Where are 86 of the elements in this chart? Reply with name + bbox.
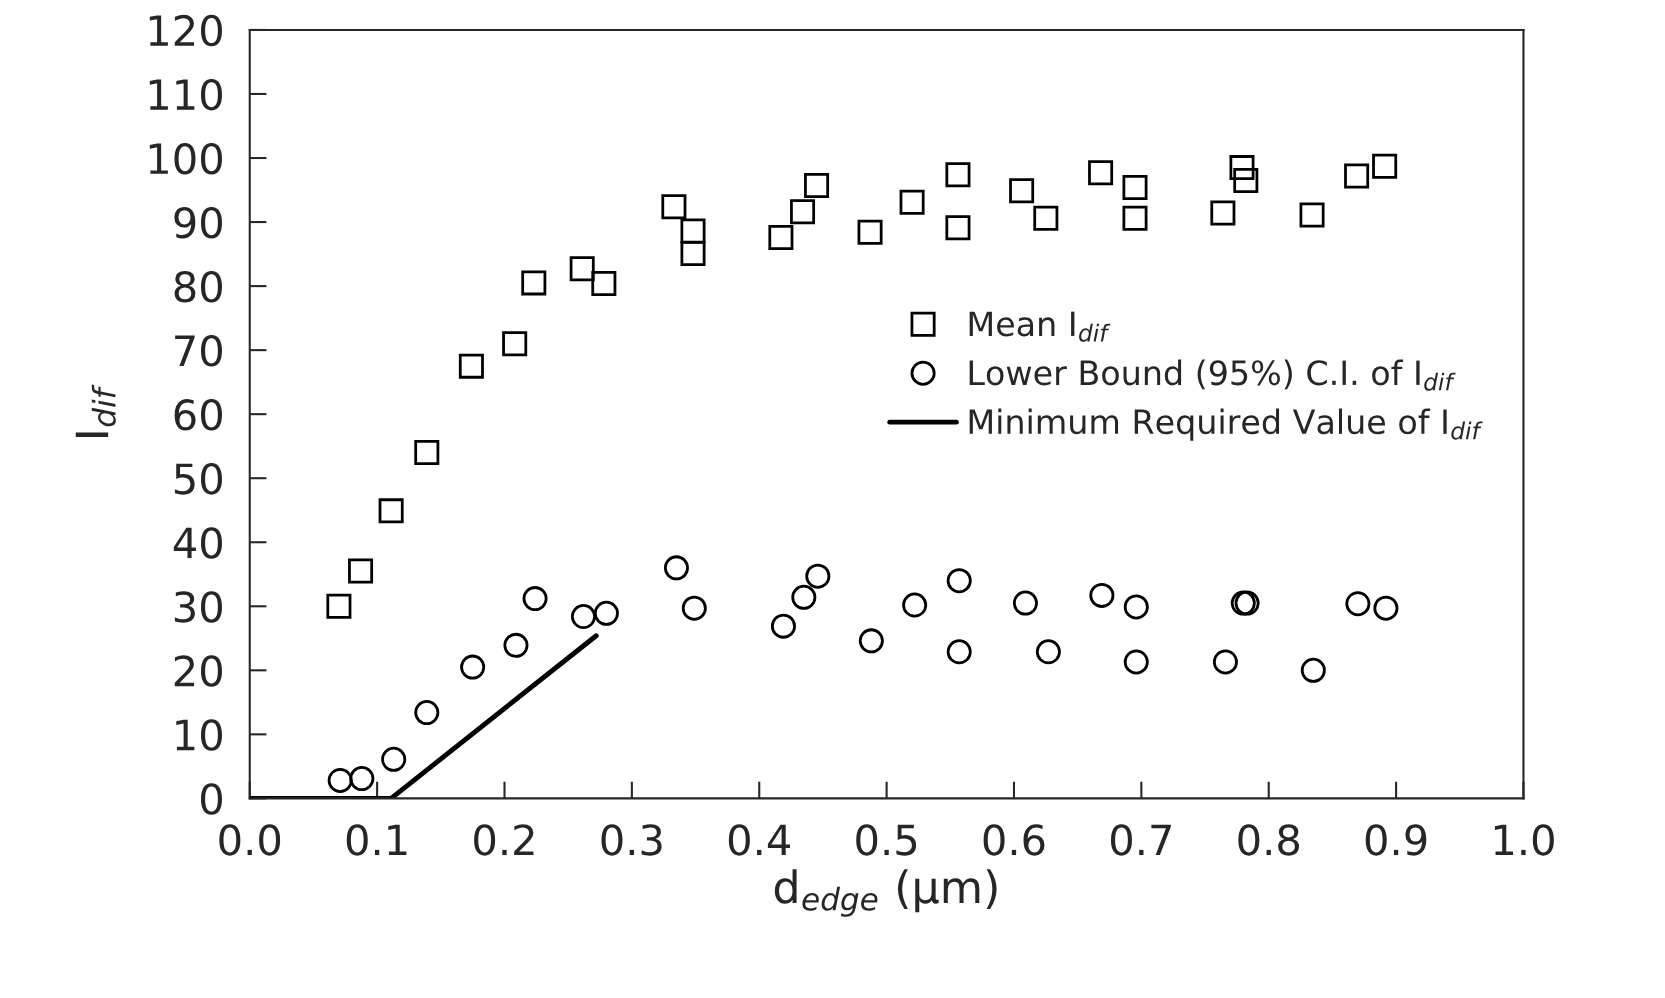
point — [327, 767, 353, 793]
point — [1035, 639, 1061, 665]
x-tick-label: 0.1 — [346, 824, 407, 856]
y-tick-label: 0 — [200, 783, 222, 815]
x-tick-label: 1.0 — [1494, 824, 1554, 856]
point — [521, 270, 547, 296]
point — [1009, 178, 1035, 204]
point — [1123, 649, 1149, 675]
x-tick-label: 0.5 — [856, 824, 917, 856]
y-tick-label: 30 — [174, 591, 222, 623]
x-tick-label: 0.3 — [601, 824, 662, 856]
x-tick-label: 0.9 — [1365, 824, 1427, 856]
point — [348, 558, 374, 584]
point — [326, 593, 352, 619]
point — [460, 654, 486, 680]
y-tick-label: 80 — [174, 271, 222, 303]
point — [1299, 202, 1325, 228]
point — [899, 189, 925, 215]
y-tick-label: 40 — [173, 527, 222, 559]
point — [378, 498, 404, 524]
point — [1089, 582, 1115, 608]
point — [804, 173, 830, 199]
point — [458, 353, 484, 379]
point — [945, 162, 971, 188]
point — [770, 613, 796, 639]
legend-label: Lower Bound (95%) C.I. of I$_{dif}$ — [969, 359, 1456, 391]
point — [1088, 160, 1114, 186]
y-tick-label: 20 — [174, 655, 222, 687]
x-tick-label: 0.8 — [1238, 824, 1300, 856]
point — [680, 240, 706, 266]
point — [593, 600, 619, 626]
y-tick-label: 60 — [174, 399, 222, 431]
point — [1229, 155, 1255, 181]
point — [381, 746, 407, 772]
point — [663, 555, 689, 581]
y-tick-label: 50 — [174, 463, 222, 495]
point — [858, 628, 884, 654]
legend-label: Minimum Required Value of I$_{dif}$ — [969, 408, 1483, 441]
point — [1033, 205, 1059, 231]
point — [1210, 200, 1236, 226]
point — [349, 766, 375, 792]
point — [902, 592, 928, 618]
point — [414, 700, 440, 726]
point — [522, 586, 548, 612]
point — [946, 568, 972, 594]
point — [1233, 167, 1259, 193]
point — [414, 440, 440, 466]
point — [857, 219, 883, 245]
point — [681, 595, 707, 621]
point — [1373, 595, 1399, 621]
point — [790, 199, 816, 225]
point — [1372, 153, 1398, 179]
point — [1122, 174, 1148, 200]
y-tick-label: 70 — [175, 335, 222, 367]
y-tick-label: 110 — [149, 78, 222, 111]
point — [1212, 649, 1238, 675]
y-tick-label: 100 — [149, 142, 222, 175]
point — [1012, 590, 1038, 616]
x-tick-label: 0.2 — [474, 824, 534, 856]
point — [1300, 657, 1326, 683]
point — [805, 563, 831, 589]
legend-label: Mean I$_{dif}$ — [969, 311, 1111, 342]
y-tick-label: 90 — [174, 206, 222, 239]
x-tick-label: 0.0 — [219, 824, 281, 856]
point — [946, 639, 972, 665]
point — [945, 215, 971, 241]
point — [591, 271, 617, 297]
x-tick-label: 0.6 — [983, 824, 1045, 856]
y-tick-label: 10 — [176, 719, 222, 751]
point — [569, 256, 595, 282]
point — [768, 224, 794, 250]
point — [680, 218, 706, 244]
point — [1345, 591, 1371, 617]
x-axis-title: d$_{edge}$ (μm) — [774, 869, 997, 917]
point — [570, 604, 596, 630]
x-tick-label: 0.4 — [728, 824, 791, 856]
point — [503, 632, 529, 658]
y-tick-label: 120 — [149, 14, 222, 47]
point — [791, 584, 817, 610]
point — [1123, 594, 1149, 620]
point — [661, 194, 687, 220]
point — [1122, 205, 1148, 231]
y-axis-title: I$_{dif}$ — [75, 384, 116, 437]
x-tick-label: 0.7 — [1110, 824, 1171, 856]
point — [502, 331, 528, 357]
point — [1344, 163, 1370, 189]
